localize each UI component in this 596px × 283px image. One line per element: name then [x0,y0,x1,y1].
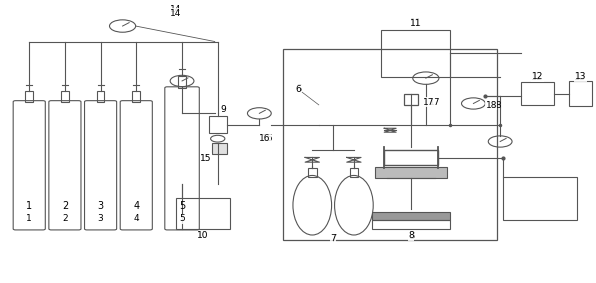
Bar [375,168,446,178]
Bar [569,81,592,106]
Text: 18: 18 [486,101,497,110]
Ellipse shape [334,175,373,235]
Text: 4: 4 [134,215,139,224]
Bar [372,212,449,220]
Text: 8: 8 [408,231,414,240]
Bar [97,91,104,102]
Text: 4: 4 [133,201,139,211]
Bar [26,91,33,102]
Bar [308,168,316,177]
Bar [381,30,449,77]
Text: 8: 8 [408,231,414,241]
Text: 1: 1 [26,201,32,211]
Text: 14: 14 [170,9,182,18]
Text: 13: 13 [575,72,586,81]
Bar [384,150,437,166]
Text: 12: 12 [532,72,544,82]
Text: 7: 7 [330,234,336,243]
Bar [176,198,229,229]
Text: 17: 17 [429,98,440,107]
Text: 1: 1 [26,215,32,224]
Bar [521,82,554,105]
Bar [372,220,449,229]
FancyBboxPatch shape [13,101,45,230]
Bar [350,168,358,177]
Bar [178,76,186,88]
Text: 2: 2 [62,201,68,211]
FancyBboxPatch shape [49,101,81,230]
Text: 10: 10 [197,231,209,240]
Text: 13: 13 [575,72,586,82]
Text: 16: 16 [259,134,271,143]
FancyBboxPatch shape [85,101,117,230]
Text: 15: 15 [200,154,212,163]
Text: 18: 18 [491,101,503,110]
Text: 3: 3 [98,201,104,211]
Text: 3: 3 [98,215,104,224]
Text: 9: 9 [221,105,226,113]
Text: 6: 6 [295,84,301,95]
Bar [503,177,578,220]
Text: 12: 12 [532,72,544,81]
Bar [404,94,418,105]
Text: 11: 11 [410,19,421,28]
Bar [132,91,140,102]
FancyBboxPatch shape [120,101,153,230]
Text: 7: 7 [330,234,336,244]
Bar [61,91,69,102]
Text: 5: 5 [179,201,185,211]
Bar [283,49,497,240]
Text: 6: 6 [295,85,301,94]
Bar [209,116,226,133]
Text: 9: 9 [221,105,226,113]
Ellipse shape [293,175,331,235]
Text: 5: 5 [179,215,185,224]
Text: 17: 17 [423,98,434,107]
Text: 2: 2 [62,215,68,224]
Text: 16: 16 [262,134,274,143]
Bar [212,143,226,154]
Text: 10: 10 [197,231,209,240]
FancyBboxPatch shape [165,87,199,230]
Text: 14: 14 [170,5,182,14]
Text: 11: 11 [409,18,422,28]
Text: 15: 15 [200,154,212,163]
